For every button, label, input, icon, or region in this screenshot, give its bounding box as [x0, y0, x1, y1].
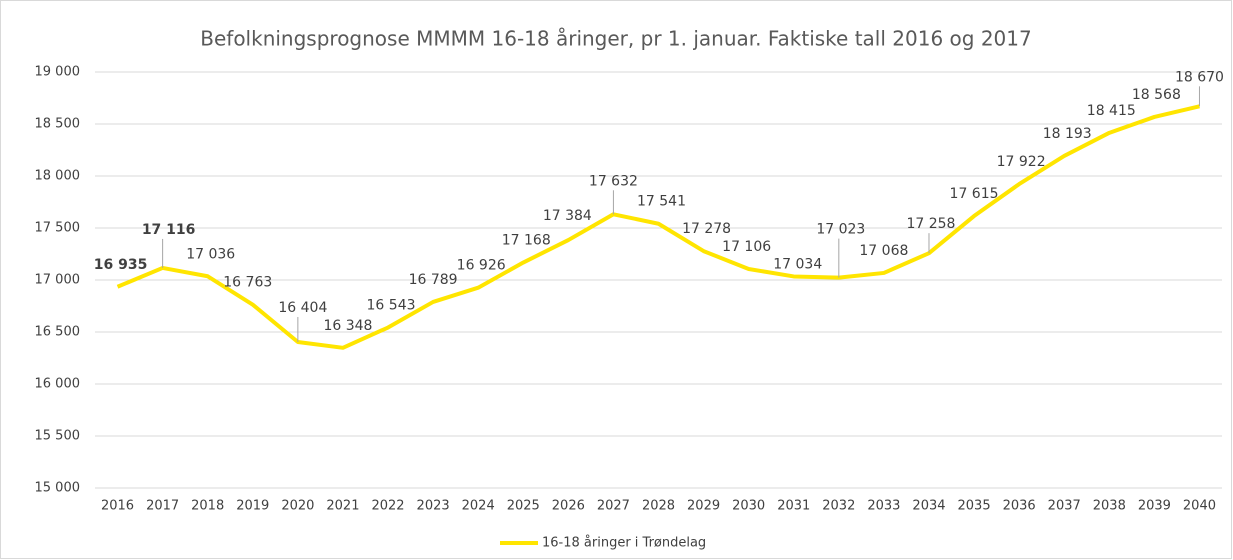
x-tick-label: 2040 — [1183, 499, 1216, 514]
x-tick-label: 2030 — [732, 499, 765, 514]
x-tick-label: 2038 — [1093, 499, 1126, 514]
x-tick-label: 2036 — [1003, 499, 1036, 514]
x-tick-label: 2031 — [777, 499, 810, 514]
data-label: 17 068 — [859, 243, 908, 259]
y-tick-label: 15 500 — [35, 429, 81, 444]
x-tick-label: 2022 — [371, 499, 404, 514]
y-tick-label: 17 500 — [35, 221, 81, 236]
y-tick-label: 18 500 — [35, 117, 81, 132]
x-tick-label: 2025 — [507, 499, 540, 514]
data-label: 17 922 — [997, 154, 1046, 170]
data-label: 17 615 — [950, 186, 999, 202]
data-label: 17 106 — [722, 239, 771, 255]
x-tick-label: 2024 — [462, 499, 495, 514]
y-tick-label: 16 000 — [35, 377, 81, 392]
data-label: 16 763 — [223, 275, 272, 291]
data-label: 17 632 — [589, 173, 638, 189]
x-tick-label: 2028 — [642, 499, 675, 514]
data-label: 17 384 — [543, 208, 592, 224]
data-label: 18 670 — [1175, 69, 1224, 85]
legend-label: 16-18 åringer i Trøndelag — [542, 536, 706, 551]
data-label: 17 541 — [637, 194, 686, 210]
x-tick-label: 2034 — [912, 499, 945, 514]
data-label: 16 348 — [323, 318, 372, 334]
data-label: 17 116 — [142, 222, 196, 238]
x-tick-label: 2027 — [597, 499, 630, 514]
data-label: 16 404 — [278, 300, 327, 316]
x-tick-label: 2023 — [417, 499, 450, 514]
x-tick-label: 2020 — [281, 499, 314, 514]
x-tick-label: 2029 — [687, 499, 720, 514]
x-tick-label: 2037 — [1048, 499, 1081, 514]
data-label: 17 258 — [906, 216, 955, 232]
y-tick-label: 15 000 — [35, 481, 81, 496]
x-tick-label: 2026 — [552, 499, 585, 514]
y-tick-label: 19 000 — [35, 65, 81, 80]
x-tick-label: 2017 — [146, 499, 179, 514]
data-label: 16 789 — [409, 272, 458, 288]
data-label: 17 036 — [186, 246, 235, 262]
y-tick-label: 16 500 — [35, 325, 81, 340]
y-tick-label: 17 000 — [35, 273, 81, 288]
data-label: 18 568 — [1132, 87, 1181, 103]
x-tick-label: 2018 — [191, 499, 224, 514]
data-label: 17 034 — [773, 256, 822, 272]
data-label: 18 415 — [1087, 103, 1136, 119]
data-label: 16 543 — [367, 298, 416, 314]
x-tick-label: 2021 — [326, 499, 359, 514]
data-label: 16 926 — [457, 258, 506, 274]
x-tick-label: 2019 — [236, 499, 269, 514]
data-label: 18 193 — [1043, 126, 1092, 142]
data-label: 16 935 — [94, 257, 148, 273]
data-label: 17 023 — [816, 222, 865, 238]
x-tick-label: 2032 — [822, 499, 855, 514]
x-tick-label: 2033 — [867, 499, 900, 514]
data-label: 17 168 — [502, 233, 551, 249]
x-tick-label: 2039 — [1138, 499, 1171, 514]
x-tick-label: 2035 — [958, 499, 991, 514]
chart-title: Befolkningsprognose MMMM 16-18 åringer, … — [200, 27, 1031, 51]
x-tick-label: 2016 — [101, 499, 134, 514]
y-tick-label: 18 000 — [35, 169, 81, 184]
data-label: 17 278 — [682, 221, 731, 237]
